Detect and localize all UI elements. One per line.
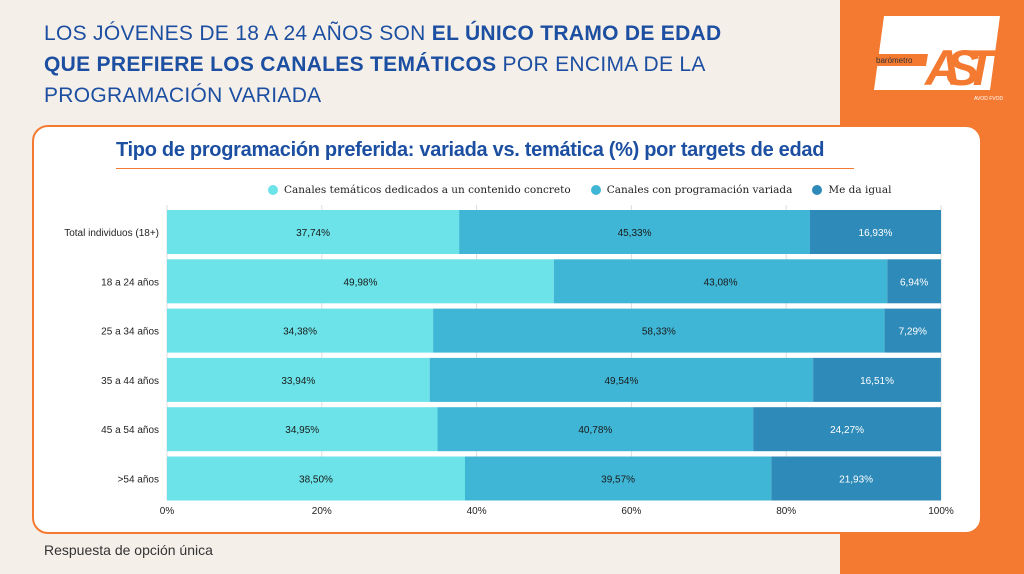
bar-segment (884, 308, 941, 353)
legend-item: Me da igual (812, 184, 891, 196)
bar-segment (167, 210, 460, 254)
legend-label: Me da igual (828, 184, 892, 196)
legend-label: Canales con programación variada (606, 184, 793, 196)
category-label: 45 a 54 años (101, 425, 159, 436)
svg-text:AST: AST (923, 40, 999, 96)
category-label: 18 a 24 años (101, 277, 159, 288)
data-label: 16,51% (860, 376, 894, 387)
data-label: 40,78% (578, 425, 612, 436)
category-label: 25 a 34 años (101, 327, 159, 338)
data-label: 16,93% (859, 228, 893, 239)
svg-text:barómetro: barómetro (876, 56, 913, 65)
data-label: 21,93% (839, 475, 873, 486)
data-label: 34,38% (283, 327, 317, 338)
headline-part: POR ENCIMA DE LA PROGRAMACIÓN VARIADA (44, 53, 705, 107)
category-label: >54 años (118, 475, 159, 486)
data-label: 7,29% (899, 327, 927, 338)
data-label: 43,08% (704, 277, 738, 288)
category-label: 35 a 44 años (101, 376, 159, 387)
legend-swatch (590, 185, 601, 195)
bar-segment (167, 407, 438, 452)
bar-segment (753, 407, 941, 452)
chart-title: Tipo de programación preferida: variada … (116, 139, 825, 161)
x-tick-label: 20% (312, 506, 332, 517)
data-label: 58,33% (642, 327, 676, 338)
data-label: 37,74% (296, 228, 330, 239)
data-label: 45,33% (618, 228, 652, 239)
legend-label: Canales temáticos dedicados a un conteni… (284, 184, 571, 196)
data-label: 33,94% (281, 376, 315, 387)
legend-swatch (268, 185, 278, 195)
bar-segment (437, 407, 754, 452)
bar-segment (771, 456, 941, 501)
bar-segment (553, 259, 888, 304)
bar-segment (167, 357, 430, 402)
x-tick-label: 100% (928, 506, 954, 517)
legend-item: Canales temáticos dedicados a un conteni… (268, 184, 571, 196)
bar-segment (429, 357, 814, 402)
bar-segment (459, 210, 810, 254)
x-tick-label: 60% (621, 506, 641, 517)
bar-segment (167, 456, 465, 501)
data-label: 38,50% (299, 475, 333, 486)
category-label: Total individuos (18+) (64, 228, 159, 239)
legend-item: Canales con programación variada (590, 184, 793, 196)
data-label: 34,95% (285, 425, 319, 436)
title-underline (116, 168, 854, 169)
bar-segment (809, 210, 941, 254)
bar-segment (433, 308, 885, 353)
bar-segment (167, 259, 554, 304)
footer-note: Respuesta de opción única (44, 542, 213, 558)
x-tick-label: 40% (467, 506, 487, 517)
legend-swatch (812, 185, 823, 195)
headline-part: LOS JÓVENES DE 18 A 24 AÑOS SON (44, 22, 432, 45)
bar-segment (464, 456, 772, 501)
barometro-fast-logo: barómetro AST AVOD FVOD (872, 16, 1003, 102)
x-tick-label: 0% (160, 506, 175, 517)
data-label: 24,27% (830, 425, 864, 436)
data-label: 6,94% (900, 277, 928, 288)
data-label: 39,57% (601, 475, 635, 486)
x-tick-label: 80% (776, 506, 796, 517)
headline: LOS JÓVENES DE 18 A 24 AÑOS SON EL ÚNICO… (44, 18, 764, 111)
svg-text:AVOD FVOD: AVOD FVOD (974, 96, 1003, 102)
data-label: 49,54% (604, 376, 638, 387)
bar-segment (887, 259, 941, 304)
bar-segment (167, 308, 434, 353)
legend: Canales temáticos dedicados a un conteni… (268, 184, 891, 196)
data-label: 49,98% (343, 277, 377, 288)
bar-segment (813, 357, 941, 402)
headline-bold: EL ÚNICO TRAMO DE EDAD QUE PREFIERE LOS … (44, 22, 722, 76)
